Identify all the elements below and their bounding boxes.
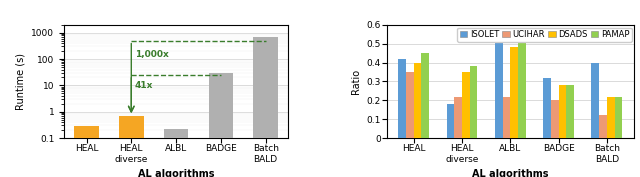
Bar	[119, 116, 143, 177]
Bar	[398, 59, 406, 138]
Bar	[406, 72, 413, 138]
Bar	[470, 66, 477, 138]
X-axis label: AL algorithms: AL algorithms	[138, 169, 214, 177]
Y-axis label: Ratio: Ratio	[351, 69, 361, 94]
X-axis label: AL algorithms: AL algorithms	[472, 169, 548, 177]
Y-axis label: Runtime (s): Runtime (s)	[16, 53, 26, 110]
Bar	[164, 129, 188, 177]
Bar	[566, 85, 574, 138]
Bar	[518, 40, 526, 138]
Bar	[495, 34, 502, 138]
Bar	[559, 85, 566, 138]
Bar	[502, 96, 510, 138]
Bar	[510, 47, 518, 138]
Text: 1,000x: 1,000x	[135, 50, 168, 59]
Bar	[447, 104, 454, 138]
Text: 41x: 41x	[135, 81, 153, 90]
Bar	[209, 73, 233, 177]
Bar	[543, 78, 551, 138]
Bar	[551, 100, 559, 138]
Bar	[253, 37, 278, 177]
Bar	[454, 96, 462, 138]
Bar	[591, 62, 599, 138]
Bar	[599, 115, 607, 138]
Bar	[462, 72, 470, 138]
Legend: ISOLET, UCIHAR, DSADS, PAMAP: ISOLET, UCIHAR, DSADS, PAMAP	[457, 28, 632, 42]
Bar	[413, 62, 421, 138]
Bar	[614, 96, 622, 138]
Bar	[421, 53, 429, 138]
Bar	[607, 96, 614, 138]
Bar	[74, 126, 99, 177]
